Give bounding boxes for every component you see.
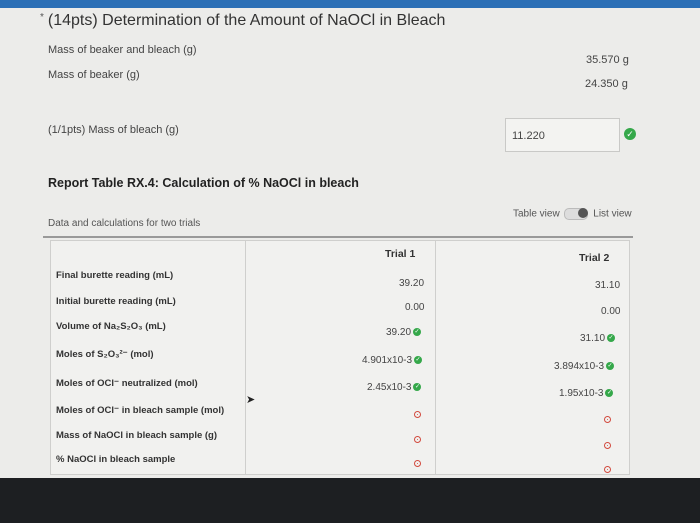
trial1-volume-value: 39.20 bbox=[386, 327, 412, 338]
bottom-dark-bar bbox=[0, 478, 700, 523]
row-label-moles-ocl-neutralized: Moles of OCl⁻ neutralized (mol) bbox=[56, 378, 198, 389]
trial1-final-burette[interactable]: 39.20 bbox=[399, 278, 425, 289]
trial1-moles-ocl[interactable]: 2.45x10-3 ✓ bbox=[367, 382, 422, 393]
top-accent-bar bbox=[0, 0, 700, 8]
view-toggle[interactable]: Table view List view bbox=[513, 208, 632, 220]
mass-beaker-bleach-value: 35.570 g bbox=[586, 54, 629, 66]
trial2-final-burette[interactable]: 31.10 bbox=[595, 280, 621, 291]
trial2-initial-burette[interactable]: 0.00 bbox=[601, 306, 621, 317]
required-marker: * bbox=[40, 12, 44, 23]
trial1-initial-burette[interactable]: 0.00 bbox=[405, 302, 425, 313]
row-label-moles-ocl-sample: Moles of OCl⁻ in bleach sample (mol) bbox=[56, 405, 225, 416]
pending-answer-icon[interactable] bbox=[604, 416, 611, 423]
pending-answer-icon[interactable] bbox=[604, 466, 611, 473]
column-divider-2 bbox=[435, 240, 436, 475]
trial1-moles-ocl-value: 2.45x10-3 bbox=[367, 382, 412, 393]
pending-answer-icon[interactable] bbox=[604, 442, 611, 449]
mass-beaker-label: Mass of beaker (g) bbox=[48, 69, 140, 81]
list-view-label[interactable]: List view bbox=[593, 208, 632, 220]
correct-check-icon: ✓ bbox=[414, 356, 423, 365]
trial2-moles-thiosulfate[interactable]: 3.894x10-3 ✓ bbox=[554, 361, 615, 372]
view-toggle-switch[interactable] bbox=[564, 208, 589, 220]
row-label-initial-burette: Initial burette reading (mL) bbox=[56, 296, 176, 307]
row-label-moles-thiosulfate: Moles of S₂O₃²⁻ (mol) bbox=[56, 349, 154, 360]
toggle-knob bbox=[578, 208, 589, 218]
trial1-moles-thiosulfate[interactable]: 4.901x10-3 ✓ bbox=[362, 355, 423, 366]
column-divider-1 bbox=[245, 240, 246, 475]
header-trial-1: Trial 1 bbox=[385, 248, 416, 260]
section-title-text: (14pts) Determination of the Amount of N… bbox=[47, 12, 446, 29]
mass-bleach-label: (1/1pts) Mass of bleach (g) bbox=[48, 124, 179, 136]
correct-check-icon: ✓ bbox=[606, 362, 615, 371]
table-view-label[interactable]: Table view bbox=[513, 208, 560, 220]
row-label-mass-naocl: Mass of NaOCl in bleach sample (g) bbox=[56, 430, 218, 441]
mass-beaker-bleach-label: Mass of beaker and bleach (g) bbox=[48, 44, 197, 56]
correct-check-icon: ✓ bbox=[413, 328, 422, 337]
section-title: * (14pts) Determination of the Amount of … bbox=[40, 12, 445, 30]
trial2-moles-ocl[interactable]: 1.95x10-3 ✓ bbox=[559, 388, 614, 399]
correct-check-icon: ✓ bbox=[607, 334, 616, 343]
trial2-moles-thiosulfate-value: 3.894x10-3 bbox=[554, 361, 605, 372]
mouse-cursor-icon: ➤ bbox=[246, 394, 256, 406]
pending-answer-icon[interactable] bbox=[414, 411, 421, 418]
trial1-moles-thiosulfate-value: 4.901x10-3 bbox=[362, 355, 413, 366]
mass-beaker-value: 24.350 g bbox=[585, 78, 628, 90]
data-table bbox=[50, 240, 630, 475]
table-top-rule bbox=[43, 236, 633, 238]
row-label-volume: Volume of Na₂S₂O₃ (mL) bbox=[56, 321, 166, 332]
trial2-moles-ocl-value: 1.95x10-3 bbox=[559, 388, 604, 399]
pending-answer-icon[interactable] bbox=[414, 460, 421, 467]
trial1-volume[interactable]: 39.20 ✓ bbox=[386, 327, 422, 338]
pending-answer-icon[interactable] bbox=[414, 436, 421, 443]
trial2-volume[interactable]: 31.10 ✓ bbox=[580, 333, 616, 344]
header-trial-2: Trial 2 bbox=[579, 252, 610, 264]
correct-check-icon: ✓ bbox=[624, 128, 636, 140]
row-label-final-burette: Final burette reading (mL) bbox=[56, 270, 174, 281]
report-table-heading: Report Table RX.4: Calculation of % NaOC… bbox=[48, 176, 359, 190]
mass-bleach-input[interactable]: 11.220 bbox=[505, 118, 620, 152]
correct-check-icon: ✓ bbox=[605, 389, 614, 398]
trial2-volume-value: 31.10 bbox=[580, 333, 606, 344]
table-subheading: Data and calculations for two trials bbox=[48, 218, 201, 229]
row-label-percent-naocl: % NaOCl in bleach sample bbox=[56, 454, 176, 465]
correct-check-icon: ✓ bbox=[413, 383, 422, 392]
